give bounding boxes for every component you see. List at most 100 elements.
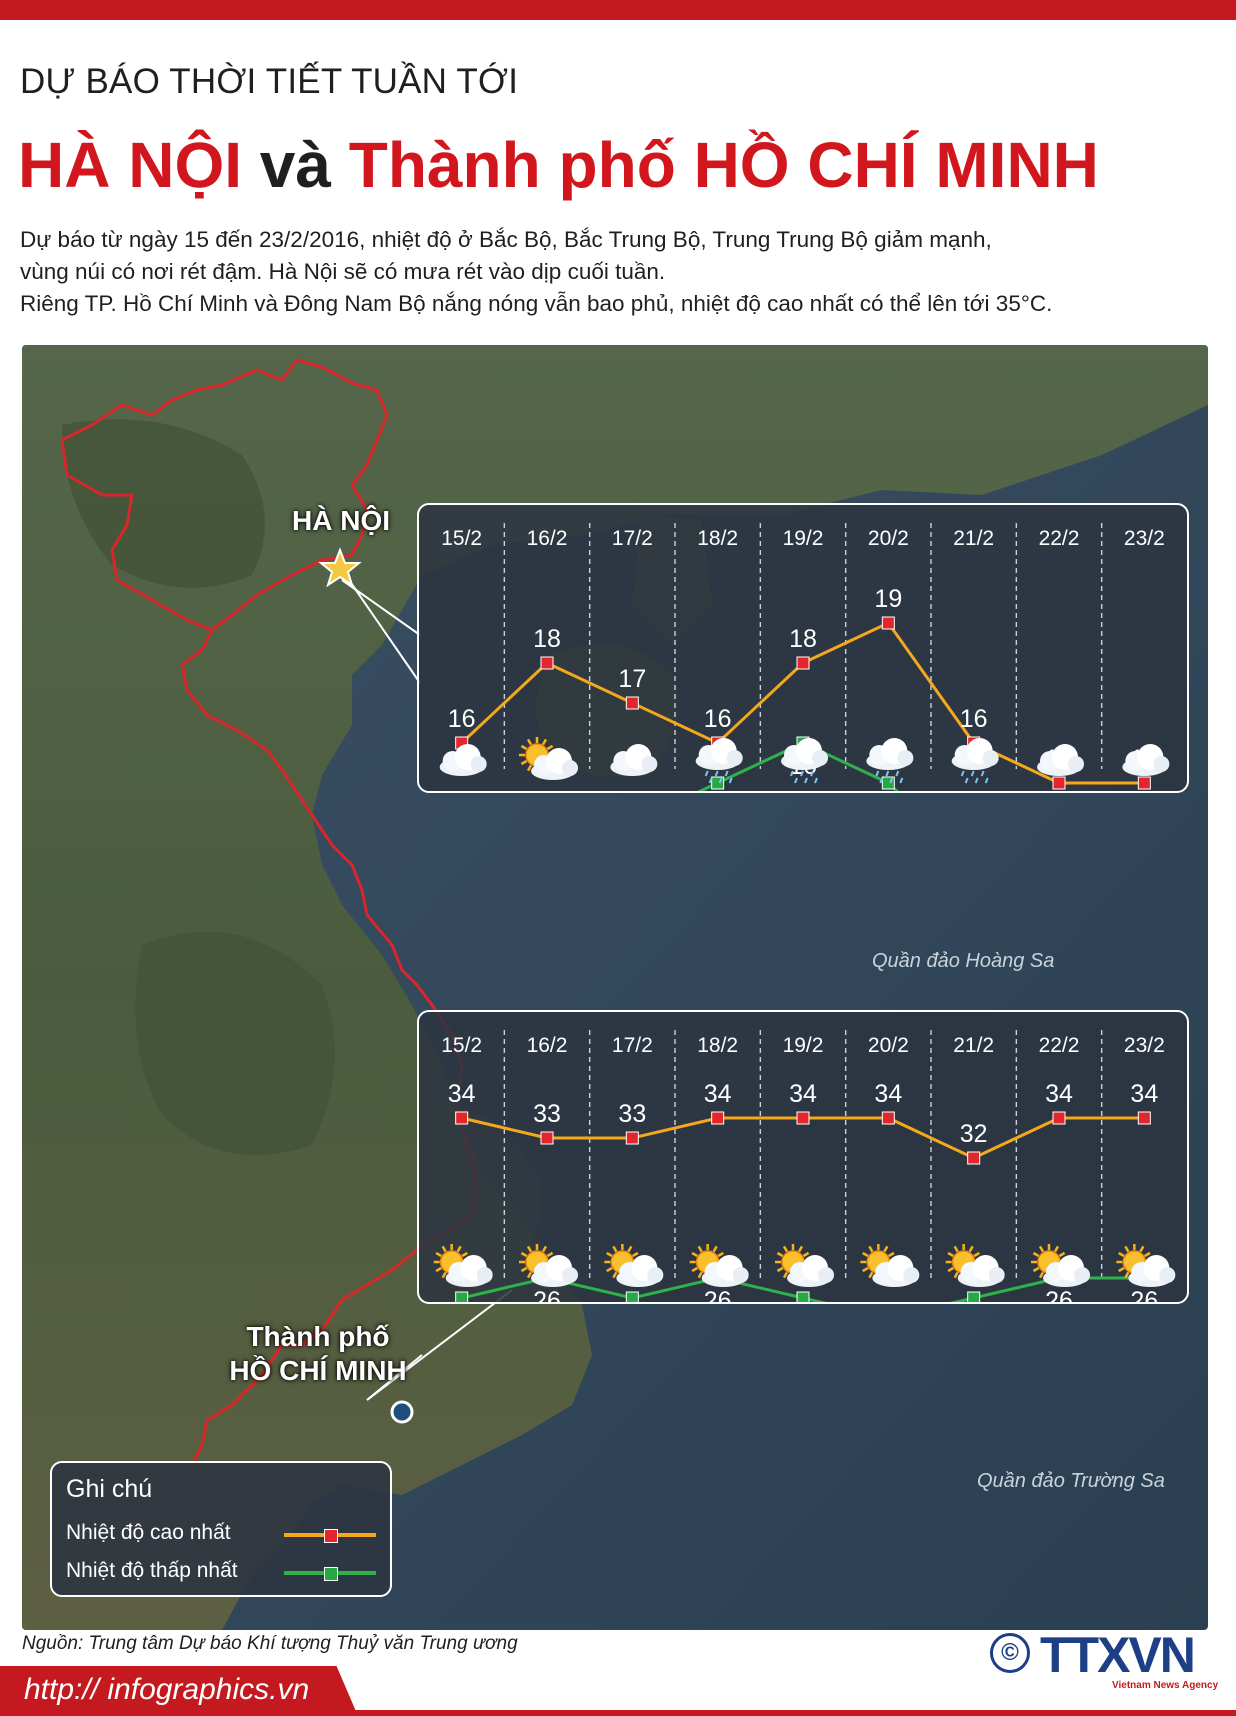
high-temperature-label: 32 [960,1120,988,1148]
hanoi-forecast-panel: 15/2 16/2 17/2 18/2 19/2 20/2 21/2 22/2 23/2 16 18… [417,503,1189,793]
hcm-forecast-chart: 15/2 16/2 17/2 18/2 19/2 20/2 21/2 22/2 23/2 34 33… [433,1030,1176,1302]
date-label: 21/2 [953,527,994,550]
date-label: 21/2 [953,1034,994,1057]
date-label: 16/2 [527,1034,568,1057]
high-temperature-label: 16 [448,705,476,733]
date-label: 15/2 [441,527,482,550]
lead-line: Dự báo từ ngày 15 đến 23/2/2016, nhiệt đ… [20,227,992,252]
hanoi-label: HÀ NỘI [292,505,390,536]
high-temperature-label: 18 [789,625,817,653]
copyright-icon: © [990,1633,1030,1673]
sun-cloud-icon [1031,1244,1090,1287]
high-temperature-label: 34 [874,1080,902,1108]
low-temperature-point [625,1291,639,1302]
high-temperature-label: 34 [704,1080,732,1108]
headline-hanoi: HÀ NỘI [18,129,242,201]
hoang-sa-label: Quần đảo Hoàng Sa [872,950,1055,972]
lead-paragraph: Dự báo từ ngày 15 đến 23/2/2016, nhiệt đ… [20,224,1210,320]
date-label: 20/2 [868,1034,909,1057]
headline: HÀ NỘI và Thành phố HỒ CHÍ MINH [18,128,1099,202]
sun-cloud-icon [775,1244,834,1287]
low-temperature-label: 26 [704,1287,732,1302]
high-temperature-label: 34 [1045,1080,1073,1108]
low-temperature-label: 26 [1045,1287,1073,1302]
source-note: Nguồn: Trung tâm Dự báo Khí tượng Thuỷ v… [22,1633,518,1654]
date-label: 15/2 [441,1034,482,1057]
high-temperature-point [796,656,810,670]
legend-low-marker [324,1567,338,1581]
cloud-icon [1037,744,1084,776]
date-label: 18/2 [697,1034,738,1057]
high-temperature-label: 16 [960,705,988,733]
low-temperature-point [967,1291,981,1302]
high-temperature-point [625,696,639,710]
low-temperature-label: 26 [1130,1287,1158,1302]
rain-cloud-icon [866,738,914,784]
high-temperature-label: 19 [874,585,902,613]
ttxvn-logo-subtitle: Vietnam News Agency [1112,1680,1219,1691]
high-temperature-point [1052,1111,1066,1125]
cloud-icon [1122,744,1170,776]
date-label: 19/2 [783,527,824,550]
high-temperature-point [1137,1111,1151,1125]
high-temperature-point [540,656,554,670]
truong-sa-label: Quần đảo Trường Sa [977,1470,1165,1492]
headline-hcm: Thành phố HỒ CHÍ MINH [348,129,1099,201]
sun-cloud-icon [519,1244,578,1287]
high-temperature-point [455,1111,469,1125]
high-temperature-point [881,1111,895,1125]
legend-high-marker [324,1529,338,1543]
headline-and: và [259,129,331,201]
hcm-forecast-panel: 15/2 16/2 17/2 18/2 19/2 20/2 21/2 22/2 23/2 34 33… [417,1010,1189,1304]
sun-cloud-icon [860,1244,920,1287]
legend-title: Ghi chú [66,1475,153,1503]
date-label: 20/2 [868,527,909,550]
hcm-label: Thành phố HỒ CHÍ MINH [208,1320,428,1388]
kicker-title: DỰ BÁO THỜI TIẾT TUẦN TỚI [20,62,519,101]
high-temperature-label: 33 [618,1100,646,1128]
hcm-label-line2: HỒ CHÍ MINH [229,1355,407,1386]
sun-cloud-icon [945,1244,1005,1287]
high-temperature-label: 16 [704,705,732,733]
high-temperature-label: 34 [1130,1080,1158,1108]
low-temperature-point [796,1291,810,1302]
legend: Ghi chú Nhiệt độ cao nhất Nhiệt độ thấp … [50,1461,392,1597]
high-temperature-label: 18 [533,625,561,653]
sun-cloud-icon [604,1244,664,1287]
date-label: 22/2 [1039,1034,1080,1057]
cloud-icon [610,744,658,776]
low-temperature-point [455,1291,469,1302]
date-label: 16/2 [527,527,568,550]
rain-cloud-icon [695,738,743,784]
hanoi-forecast-chart: 15/2 16/2 17/2 18/2 19/2 20/2 21/2 22/2 23/2 16 18… [439,523,1170,791]
date-label: 23/2 [1124,527,1165,550]
sun-cloud-icon [689,1244,749,1287]
legend-high-label: Nhiệt độ cao nhất [66,1521,231,1544]
high-temperature-point [625,1131,639,1145]
date-label: 23/2 [1124,1034,1165,1057]
high-temperature-label: 17 [618,665,646,693]
sun-cloud-icon [519,737,578,780]
date-label: 18/2 [697,527,738,550]
rain-cloud-icon [781,738,828,784]
sun-cloud-icon [1116,1244,1176,1287]
site-url[interactable]: http:// infographics.vn [24,1673,310,1706]
high-temperature-point [1137,776,1151,790]
ttxvn-logo: TTXVN [1040,1627,1196,1683]
high-temperature-point [796,1111,810,1125]
hcm-label-line1: Thành phố [246,1321,390,1352]
high-temperature-point [967,1151,981,1165]
lead-line: Riêng TP. Hồ Chí Minh và Đông Nam Bộ nắn… [20,291,1053,316]
date-label: 19/2 [783,1034,824,1057]
top-accent-bar [0,0,1236,20]
footer-line [330,1710,1236,1716]
high-temperature-point [1052,776,1066,790]
date-label: 17/2 [612,1034,653,1057]
high-temperature-label: 34 [448,1080,476,1108]
low-temperature-label: 26 [533,1287,561,1302]
rain-cloud-icon [951,738,999,784]
high-temperature-label: 34 [789,1080,817,1108]
date-label: 22/2 [1039,527,1080,550]
lead-line: vùng núi có nơi rét đậm. Hà Nội sẽ có mư… [20,259,666,284]
high-temperature-point [711,1111,725,1125]
